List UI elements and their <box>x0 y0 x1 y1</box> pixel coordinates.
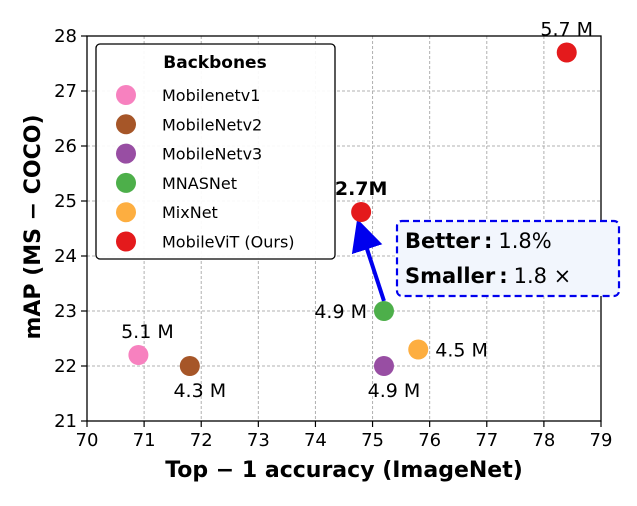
legend-title: Backbones <box>163 53 266 73</box>
y-tick-label: 24 <box>54 246 77 267</box>
y-tick-label: 27 <box>54 81 77 102</box>
point-mnasnet <box>373 301 394 321</box>
legend-entry: MobileViT (Ours) <box>162 233 295 252</box>
annotation-line: Smaller:1.8 × <box>405 264 571 288</box>
annotation-line: Better:1.8% <box>405 229 552 253</box>
annotation-box: Better:1.8%Smaller:1.8 × <box>395 219 621 298</box>
x-tick-label: 78 <box>532 430 555 451</box>
legend-marker <box>116 202 136 223</box>
point-label: 5.1 M <box>121 321 174 343</box>
legend-entry: MobileNetv3 <box>162 145 262 164</box>
point-label: 4.3 M <box>173 380 226 402</box>
point-mobilenetv1 <box>128 345 149 365</box>
y-axis-title: mAP (MS − COCO) <box>21 114 46 339</box>
points <box>128 42 577 376</box>
point-mixnet <box>408 339 429 360</box>
point-label: 5.7 M <box>540 19 593 41</box>
x-tick-label: 76 <box>418 430 441 451</box>
annotation-sep: : <box>484 229 492 253</box>
legend-marker <box>116 114 136 135</box>
legend-entry: Mobilenetv1 <box>162 86 260 105</box>
legend: Backbones Mobilenetv1 MobileNetv2 MobileNet… <box>95 43 336 260</box>
annotation-frame <box>395 219 621 298</box>
legend-entry: MixNet <box>162 203 218 222</box>
y-tick-label: 25 <box>54 191 77 212</box>
legend-marker <box>116 85 136 105</box>
annotation-label: Better <box>405 229 481 253</box>
legend-marker <box>116 172 136 193</box>
point-labels: 5.1 M 4.3 M 4.9 M 4.9 M 4.5 M 2.7M 5.7 M <box>121 19 593 403</box>
point-label: 2.7M <box>335 178 388 200</box>
x-tick-label: 77 <box>475 430 498 451</box>
annotation-value: 1.8% <box>498 229 551 253</box>
y-tick-label: 26 <box>54 136 77 157</box>
y-tick-label: 23 <box>54 301 77 322</box>
x-tick-label: 73 <box>247 430 270 451</box>
point-label: 4.5 M <box>435 340 488 362</box>
arrow-layer <box>351 218 386 302</box>
point-mobilevit-ours- <box>351 202 372 222</box>
x-tick-label: 71 <box>133 430 156 451</box>
annotation-label: Smaller <box>405 264 496 288</box>
legend-entry: MNASNet <box>162 174 237 193</box>
x-tick-label: 74 <box>304 430 327 451</box>
point-label: 4.9 M <box>314 301 367 323</box>
x-tick-label: 72 <box>190 430 213 451</box>
y-tick-label: 22 <box>54 356 77 377</box>
arrow-line <box>351 218 386 302</box>
y-tick-label: 28 <box>54 26 77 47</box>
x-axis-title: Top − 1 accuracy (ImageNet) <box>165 458 523 483</box>
x-tick-label: 75 <box>361 430 384 451</box>
x-tick-label: 79 <box>590 430 613 451</box>
point-label: 4.9 M <box>368 380 421 402</box>
point-mobilevit-ours- <box>556 42 577 63</box>
point-mobilenetv3 <box>373 356 394 376</box>
legend-marker <box>116 143 136 164</box>
annotation-value: 1.8 × <box>514 264 572 288</box>
y-tick-label: 21 <box>54 411 77 432</box>
legend-entry: MobileNetv2 <box>162 115 262 134</box>
legend-marker <box>116 231 136 252</box>
x-tick-label: 70 <box>76 430 99 451</box>
legend-frame <box>95 43 336 260</box>
annotation-sep: : <box>499 264 507 288</box>
point-mobilenetv2 <box>179 356 200 376</box>
